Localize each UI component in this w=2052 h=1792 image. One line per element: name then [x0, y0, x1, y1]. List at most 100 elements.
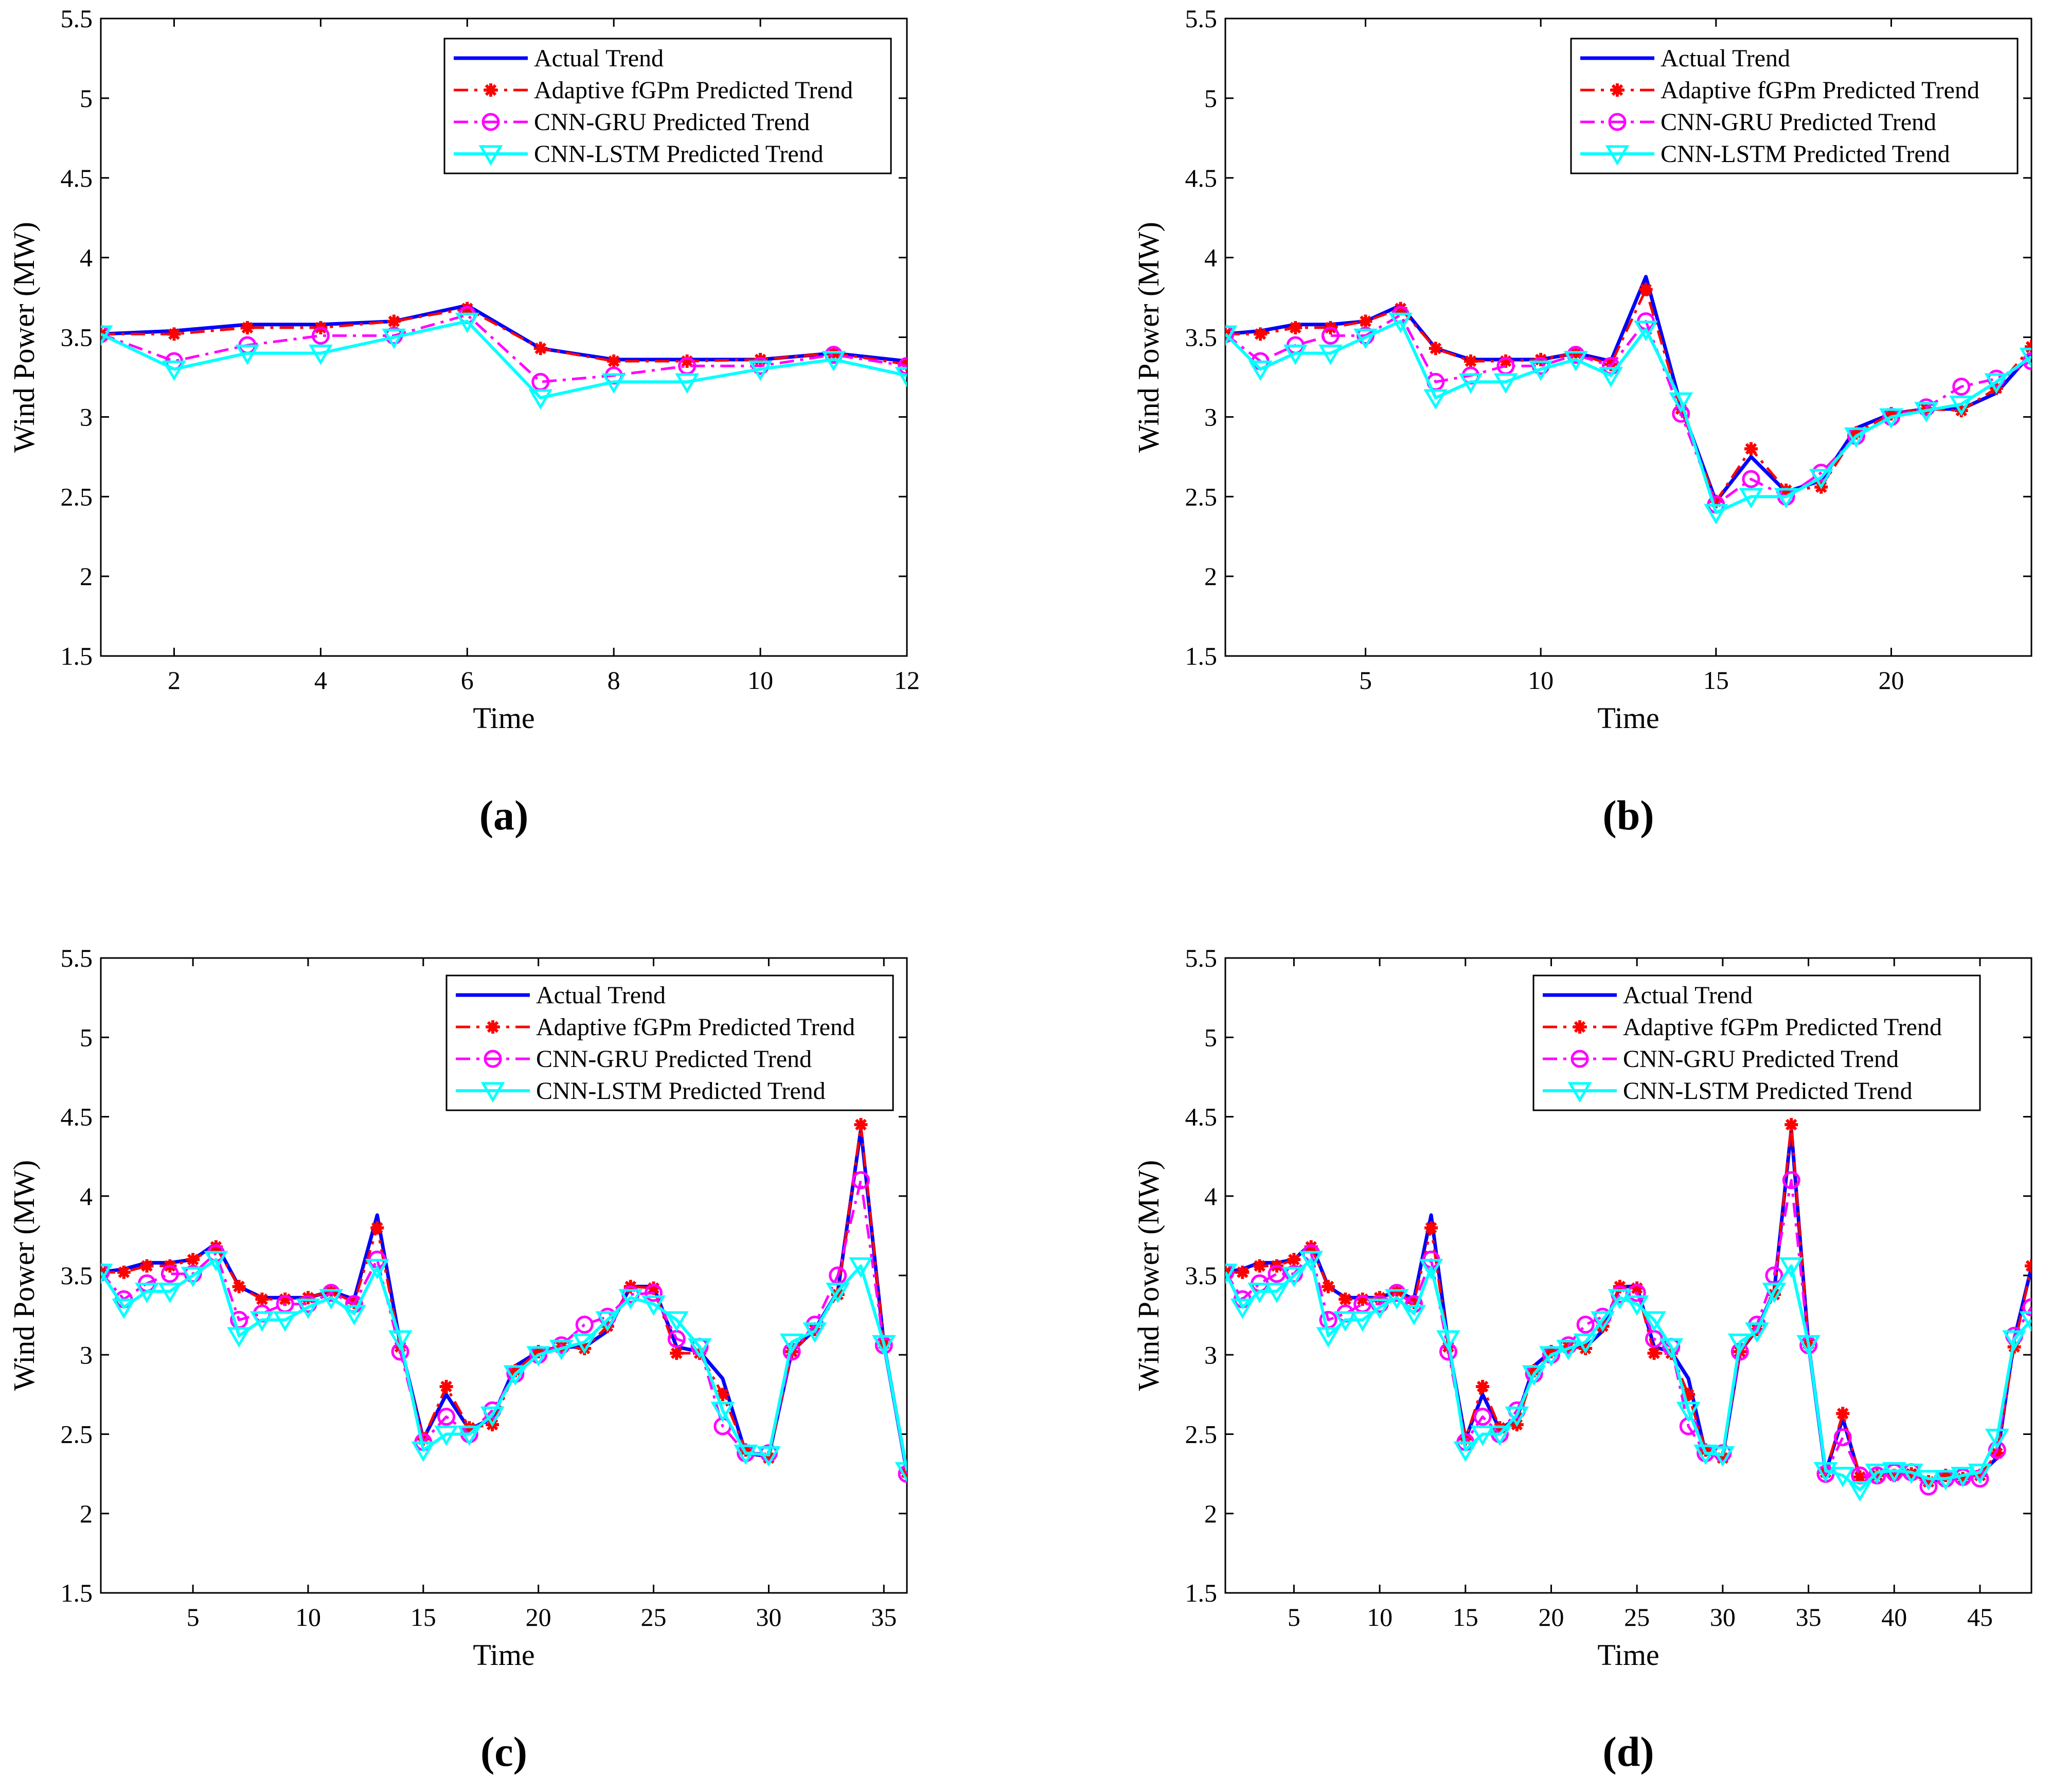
- y-tick-label: 4.5: [1185, 164, 1218, 192]
- data-point: [167, 327, 181, 341]
- y-axis-label: Wind Power (MW): [7, 222, 41, 453]
- data-point: [319, 1289, 344, 1310]
- data-point: [1248, 360, 1273, 381]
- data-point: [1247, 1283, 1272, 1303]
- data-point: [1774, 488, 1798, 509]
- data-point: [849, 1257, 873, 1278]
- data-point: [675, 373, 700, 394]
- y-tick-label: 5: [1204, 1023, 1217, 1052]
- y-tick-label: 5.5: [1185, 944, 1218, 972]
- data-point: [1333, 1311, 1358, 1332]
- x-tick-label: 30: [756, 1603, 781, 1631]
- data-point: [1916, 1470, 1941, 1491]
- y-tick-label: 2: [1204, 1499, 1217, 1528]
- data-point: [898, 357, 907, 375]
- series-line: [101, 320, 907, 400]
- plot-area: [1225, 275, 2031, 525]
- data-point: [1253, 1259, 1266, 1273]
- x-tick-label: 30: [1710, 1603, 1736, 1631]
- panel-label: (a): [479, 792, 529, 839]
- plot-area: [101, 1117, 907, 1483]
- data-point: [1745, 1322, 1769, 1343]
- data-point: [101, 1264, 113, 1284]
- legend-label: Actual Trend: [1661, 45, 1790, 72]
- data-point: [2019, 1311, 2031, 1332]
- x-tick-label: 5: [1288, 1603, 1300, 1631]
- y-tick-label: 3.5: [1185, 1261, 1218, 1290]
- x-tick-label: 10: [1528, 666, 1554, 695]
- data-point: [607, 354, 621, 368]
- data-point: [387, 314, 401, 328]
- data-point: [1573, 1333, 1598, 1354]
- data-point: [1608, 1289, 1632, 1310]
- legend-label: CNN-LSTM Predicted Trend: [536, 1077, 826, 1105]
- y-tick-label: 3.5: [1185, 323, 1218, 352]
- data-point: [670, 1346, 684, 1360]
- data-point: [822, 351, 846, 371]
- legend: Actual Trend Adaptive fGPm Predicted Tren…: [1532, 974, 1981, 1111]
- x-tick-label: 20: [526, 1603, 551, 1631]
- x-tick-label: 10: [747, 666, 773, 695]
- data-point: [1236, 1265, 1250, 1279]
- data-point: [101, 1263, 110, 1282]
- data-point: [181, 1267, 205, 1287]
- series-line: [101, 1179, 907, 1475]
- data-point: [1779, 1257, 1804, 1278]
- data-point: [1289, 321, 1302, 334]
- legend-box: [1570, 38, 2019, 174]
- series-line: [101, 313, 907, 383]
- data-point: [1254, 327, 1268, 341]
- y-tick-label: 4: [1204, 243, 1217, 272]
- data-point: [1322, 1280, 1335, 1293]
- x-tick-label: 25: [641, 1603, 667, 1631]
- data-point: [1625, 1295, 1649, 1316]
- data-point: [734, 1444, 758, 1465]
- data-point: [162, 360, 186, 381]
- data-point: [1642, 1311, 1666, 1332]
- panel-label: (b): [1602, 792, 1654, 839]
- data-point: [1933, 1470, 1958, 1491]
- data-point: [710, 1401, 735, 1423]
- series-line: [101, 1258, 907, 1471]
- legend-box: [445, 974, 894, 1111]
- data-point: [1914, 402, 1938, 422]
- data-point: [311, 326, 330, 345]
- x-tick-label: 35: [1796, 1603, 1822, 1631]
- y-tick-label: 2.5: [61, 482, 93, 511]
- data-point: [411, 1441, 436, 1462]
- plot-area: [1225, 1117, 2031, 1502]
- data-point: [1704, 504, 1728, 525]
- legend-label: Actual Trend: [536, 982, 666, 1009]
- data-point: [112, 1298, 136, 1319]
- legend-marker: [480, 1082, 505, 1103]
- y-tick-label: 1.5: [61, 642, 93, 670]
- data-point: [1591, 1311, 1615, 1332]
- data-point: [388, 1330, 413, 1351]
- y-tick-label: 4.5: [61, 1103, 93, 1131]
- legend-label: CNN-GRU Predicted Trend: [1623, 1045, 1899, 1073]
- data-point: [1353, 328, 1378, 349]
- y-tick-label: 1.5: [1185, 1578, 1218, 1607]
- data-point: [204, 1251, 228, 1272]
- data-point: [1423, 389, 1448, 410]
- y-tick-label: 3: [80, 402, 93, 431]
- data-point: [1844, 427, 1868, 448]
- y-tick-label: 1.5: [1185, 642, 1218, 670]
- legend-marker: [478, 145, 503, 166]
- data-point: [1968, 1463, 1992, 1484]
- data-point: [575, 1316, 594, 1334]
- data-point: [1647, 1346, 1661, 1360]
- y-tick-label: 3: [80, 1340, 93, 1369]
- data-point: [101, 325, 113, 346]
- data-point: [250, 1311, 274, 1332]
- legend-label: Adaptive fGPm Predicted Trend: [536, 1014, 855, 1041]
- data-point: [439, 1379, 453, 1393]
- y-tick-label: 5.5: [1185, 4, 1218, 33]
- legend: Actual Trend Adaptive fGPm Predicted Tren…: [1570, 38, 2019, 174]
- data-point: [526, 1346, 551, 1367]
- data-point: [1225, 1264, 1238, 1284]
- series-cnn-gru-predicted-trend: [1225, 1171, 2031, 1496]
- data-point: [1951, 1466, 1975, 1487]
- legend-label: Actual Trend: [534, 45, 664, 72]
- series-cnn-gru-predicted-trend: [101, 306, 907, 391]
